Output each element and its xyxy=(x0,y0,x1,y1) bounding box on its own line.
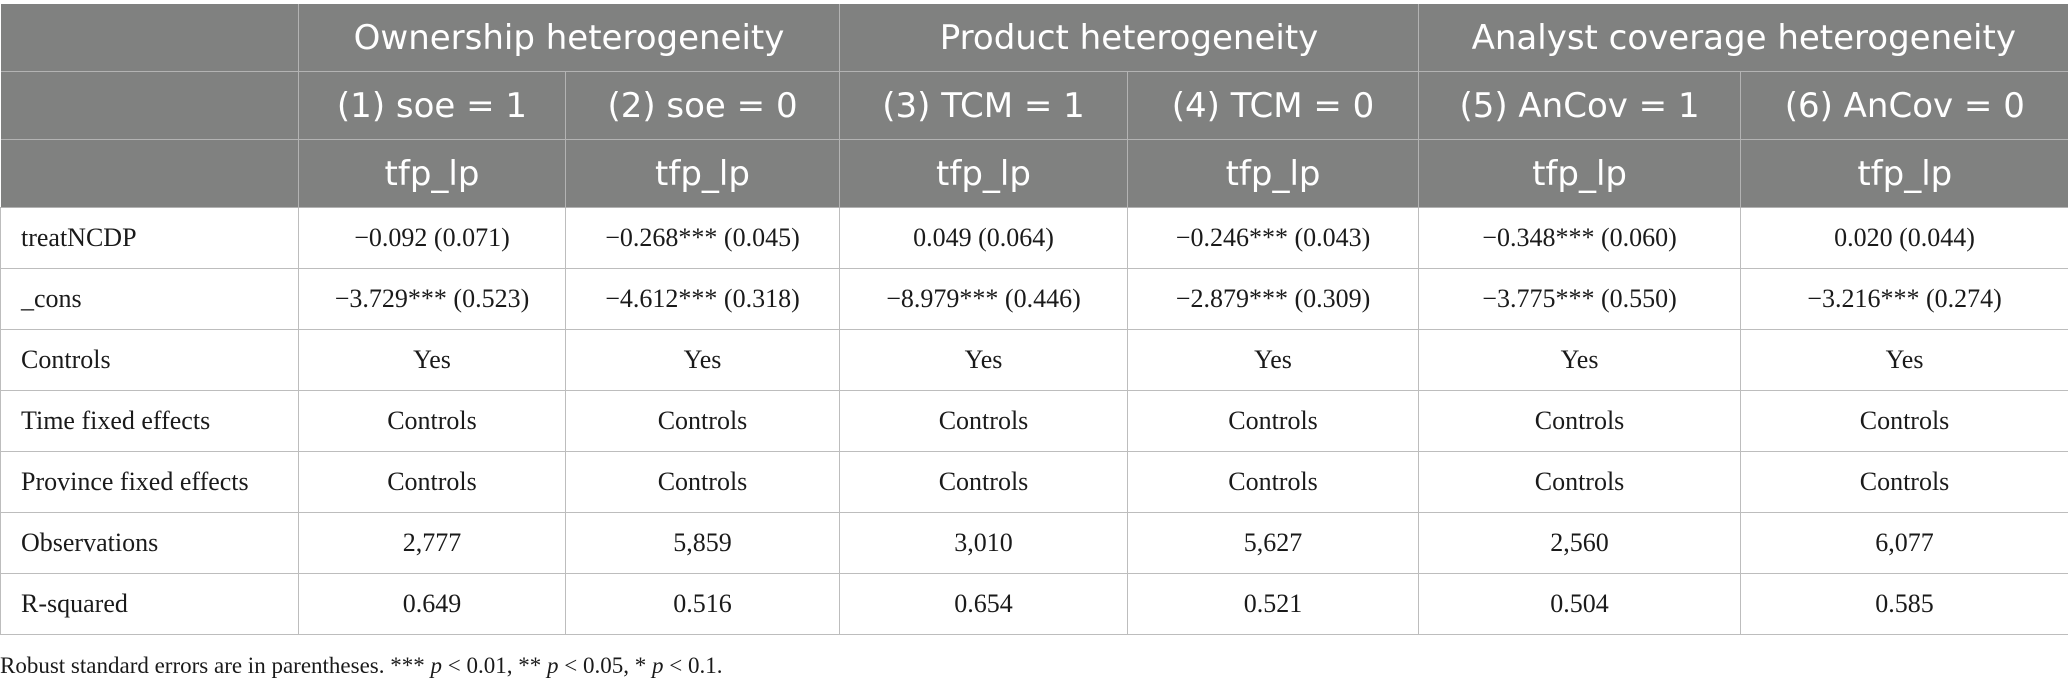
row-label: _cons xyxy=(0,268,299,330)
group-header-row: Ownership heterogeneity Product heteroge… xyxy=(0,4,2068,72)
table-cell: Controls xyxy=(1740,390,2068,452)
row-label: treatNCDP xyxy=(0,207,299,269)
footnote-p-symbol: p xyxy=(546,653,559,678)
table-row: Observations 2,777 5,859 3,010 5,627 2,5… xyxy=(0,512,2068,574)
table-cell: Yes xyxy=(564,329,841,391)
table-cell: 0.654 xyxy=(839,573,1129,635)
footnote-text: < 0.05, * xyxy=(558,653,652,678)
table-cell: −0.246*** (0.043) xyxy=(1127,207,1420,269)
footnote-p-symbol: p xyxy=(651,653,664,678)
table-cell: Controls xyxy=(1127,390,1420,452)
table-cell: 0.649 xyxy=(298,573,566,635)
dependent-variable-header: tfp_lp xyxy=(1418,139,1741,208)
dependent-variable-row: tfp_lp tfp_lp tfp_lp tfp_lp tfp_lp tfp_l… xyxy=(0,139,2068,208)
table-cell: 3,010 xyxy=(839,512,1129,574)
table-cell: 0.516 xyxy=(564,573,841,635)
table-cell: 0.585 xyxy=(1740,573,2068,635)
table-row: Time fixed effects Controls Controls Con… xyxy=(0,390,2068,452)
row-label: R-squared xyxy=(0,573,299,635)
table-cell: 0.504 xyxy=(1418,573,1742,635)
table-cell: −8.979*** (0.446) xyxy=(839,268,1129,330)
column-header: (4) TCM = 0 xyxy=(1127,71,1419,140)
table-cell: Controls xyxy=(1740,451,2068,513)
table-cell: −3.775*** (0.550) xyxy=(1418,268,1742,330)
table-cell: 0.521 xyxy=(1127,573,1420,635)
table-row: _cons −3.729*** (0.523) −4.612*** (0.318… xyxy=(0,268,2068,330)
dependent-variable-header: tfp_lp xyxy=(564,139,840,208)
dependent-variable-header: tfp_lp xyxy=(298,139,566,208)
column-header: (3) TCM = 1 xyxy=(839,71,1128,140)
table-cell: Controls xyxy=(839,451,1129,513)
table-cell: Yes xyxy=(1740,329,2068,391)
footnote-text: Robust standard errors are in parenthese… xyxy=(0,653,431,678)
table-cell: 6,077 xyxy=(1740,512,2068,574)
table-cell: −4.612*** (0.318) xyxy=(564,268,841,330)
table-cell: Controls xyxy=(564,451,841,513)
table-cell: 0.049 (0.064) xyxy=(839,207,1129,269)
row-label: Controls xyxy=(0,329,299,391)
table-cell: −0.092 (0.071) xyxy=(298,207,566,269)
table-cell: 2,560 xyxy=(1418,512,1742,574)
row-label: Province fixed effects xyxy=(0,451,299,513)
table-row: Controls Yes Yes Yes Yes Yes Yes xyxy=(0,329,2068,391)
footnote-text: < 0.1. xyxy=(663,653,723,678)
group-header-product: Product heterogeneity xyxy=(839,4,1419,72)
table-cell: −0.348*** (0.060) xyxy=(1418,207,1742,269)
table-cell: 5,627 xyxy=(1127,512,1420,574)
table-cell: 0.020 (0.044) xyxy=(1740,207,2068,269)
column-header: (5) AnCov = 1 xyxy=(1418,71,1741,140)
table-cell: −0.268*** (0.045) xyxy=(564,207,841,269)
column-header: (1) soe = 1 xyxy=(298,71,566,140)
table-cell: Controls xyxy=(298,390,566,452)
table-cell: Controls xyxy=(1418,390,1742,452)
group-header-ownership: Ownership heterogeneity xyxy=(297,4,840,72)
group-header-analyst-coverage: Analyst coverage heterogeneity xyxy=(1418,4,2068,72)
table-cell: Controls xyxy=(1127,451,1420,513)
table-cell: Yes xyxy=(1127,329,1420,391)
table-cell: −3.729*** (0.523) xyxy=(298,268,566,330)
table-cell: −3.216*** (0.274) xyxy=(1740,268,2068,330)
row-label: Observations xyxy=(0,512,299,574)
table-cell: Yes xyxy=(1418,329,1742,391)
table-row: Province fixed effects Controls Controls… xyxy=(0,451,2068,513)
table-cell: −2.879*** (0.309) xyxy=(1127,268,1420,330)
table-row: treatNCDP −0.092 (0.071) −0.268*** (0.04… xyxy=(0,207,2068,269)
column-header: (6) AnCov = 0 xyxy=(1740,71,2068,140)
table-cell: Controls xyxy=(1418,451,1742,513)
dependent-variable-header: tfp_lp xyxy=(839,139,1128,208)
dependent-variable-header: tfp_lp xyxy=(1127,139,1419,208)
table-row: R-squared 0.649 0.516 0.654 0.521 0.504 … xyxy=(0,573,2068,635)
table-cell: Controls xyxy=(298,451,566,513)
column-header: (2) soe = 0 xyxy=(564,71,840,140)
dependent-variable-header: tfp_lp xyxy=(1740,139,2068,208)
footnote-p-symbol: p xyxy=(430,653,443,678)
table-cell: 2,777 xyxy=(298,512,566,574)
table-footnote: Robust standard errors are in parenthese… xyxy=(0,653,722,679)
table-cell: Yes xyxy=(839,329,1129,391)
table-body: treatNCDP −0.092 (0.071) −0.268*** (0.04… xyxy=(0,207,2068,635)
table-header: Ownership heterogeneity Product heteroge… xyxy=(0,4,2068,208)
column-header-row: (1) soe = 1 (2) soe = 0 (3) TCM = 1 (4) … xyxy=(0,71,2068,140)
table-cell: 5,859 xyxy=(564,512,841,574)
header-corner-cell xyxy=(0,71,299,140)
table-cell: Controls xyxy=(839,390,1129,452)
regression-table: Ownership heterogeneity Product heteroge… xyxy=(0,4,2068,635)
table-cell: Controls xyxy=(564,390,841,452)
header-corner-cell xyxy=(0,139,299,208)
row-label: Time fixed effects xyxy=(0,390,299,452)
table-cell: Yes xyxy=(298,329,566,391)
footnote-text: < 0.01, ** xyxy=(442,653,547,678)
header-corner-cell xyxy=(0,4,299,72)
